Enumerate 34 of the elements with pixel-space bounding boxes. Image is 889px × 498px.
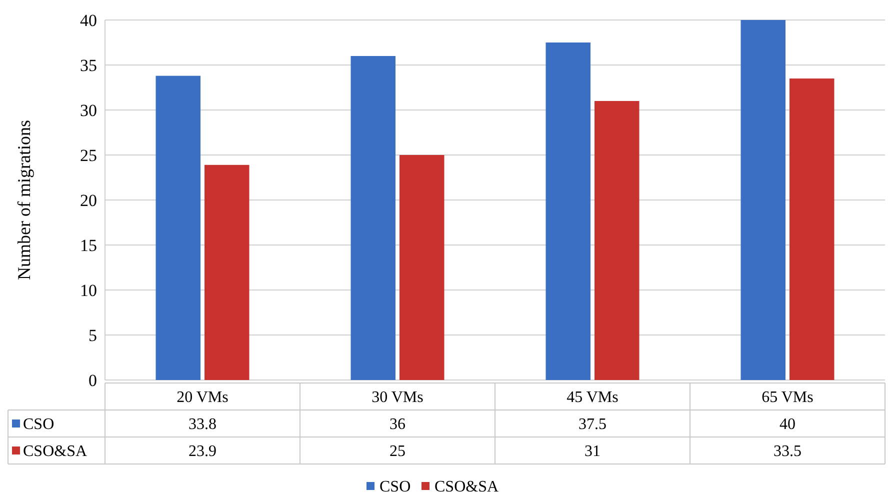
x-tick-label: 20 VMs — [176, 389, 228, 406]
y-axis-title: Number of migrations — [14, 120, 34, 280]
legend-label: CSO — [380, 478, 411, 496]
y-tick-label: 25 — [80, 146, 97, 165]
bar — [204, 164, 250, 380]
y-tick-label: 15 — [80, 236, 97, 255]
y-tick-label: 40 — [80, 10, 97, 30]
x-tick-label: 65 VMs — [762, 389, 814, 406]
y-tick-label: 30 — [80, 100, 97, 120]
text: CSO&SA — [23, 443, 88, 460]
data-label: 23.9 — [188, 443, 216, 460]
legend-label: CSO&SA — [434, 478, 499, 496]
data-label: 37.5 — [578, 416, 606, 434]
y-tick-label: 20 — [80, 190, 97, 210]
y-tick-label: 35 — [80, 56, 97, 75]
bar — [350, 56, 396, 380]
bar — [790, 78, 834, 380]
bar — [156, 76, 200, 380]
data-label: 36 — [390, 416, 406, 434]
bar — [400, 155, 444, 380]
data-label: 31 — [584, 443, 600, 460]
text: CSO — [23, 416, 54, 434]
bar — [546, 42, 590, 380]
x-tick-label: 30 VMs — [372, 389, 424, 406]
x-tick-label: 45 VMs — [566, 389, 618, 406]
bar — [740, 20, 786, 380]
y-tick-label: 5 — [88, 326, 97, 345]
y-tick-label: 0 — [88, 370, 97, 390]
data-label: 40 — [780, 416, 796, 434]
bar — [594, 101, 640, 380]
data-label: 33.5 — [774, 443, 802, 460]
data-label: 25 — [390, 443, 406, 460]
data-label: 33.8 — [188, 416, 216, 434]
y-tick-label: 10 — [80, 280, 97, 300]
